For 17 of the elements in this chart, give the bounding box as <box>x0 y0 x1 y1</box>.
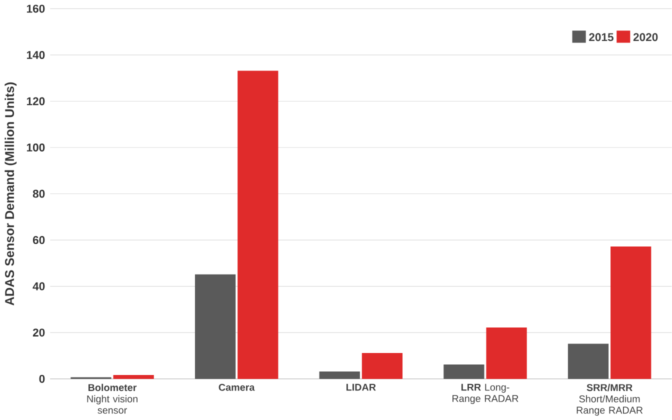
y-tick-label: 20 <box>32 328 45 336</box>
x-tick-label: LIDAR <box>346 384 376 390</box>
y-tick-label: 120 <box>26 97 45 106</box>
y-tick-label: 0 <box>39 374 45 383</box>
y-tick-label: 140 <box>26 50 45 59</box>
y-axis-title: ADAS Sensor Demand (Million Units) <box>4 82 17 306</box>
x-tick-label: Camera <box>218 384 255 391</box>
y-tick-label: 80 <box>32 190 45 198</box>
y-tick-label: 160 <box>26 4 45 13</box>
x-tick-label: SRR/MRR Short/Medium Range RADAR <box>576 384 643 416</box>
x-tick-label: LRR Long-Range RADAR <box>452 384 518 404</box>
legend-label: 2020 <box>633 32 658 41</box>
legend-label: 2015 <box>589 32 614 41</box>
y-tick-label: 60 <box>32 236 45 244</box>
y-tick-label: 100 <box>26 143 45 152</box>
y-tick-label: 40 <box>32 282 45 290</box>
x-tick-label: Bolometer Night vision sensor <box>87 384 138 414</box>
